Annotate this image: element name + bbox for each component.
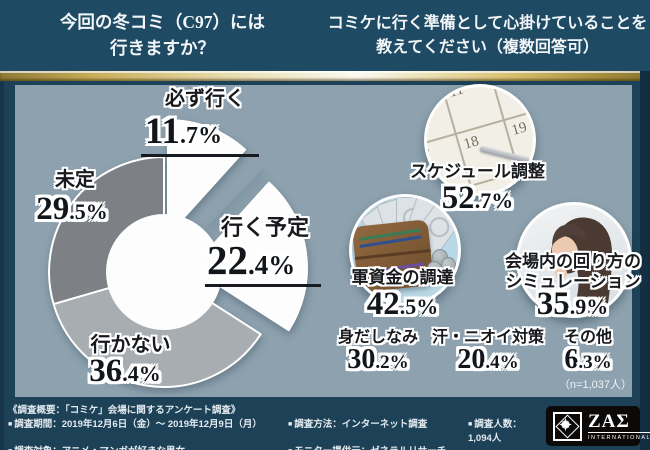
pie-label-ikanai: 行かない [90, 334, 171, 356]
stat-label-funds: 軍資金の調達 [351, 268, 454, 287]
header-left-title: 今回の冬コミ（C97）には 行きますか？ [0, 0, 325, 71]
bullet-icon: ■ [468, 420, 473, 428]
pie-value-mitei: 29.5% [22, 191, 122, 227]
logo-main-text: ZAΣ [588, 412, 650, 433]
stat-value-schedule: 52.7% [385, 180, 570, 216]
pie-value-int: 11 [145, 111, 180, 152]
stat-value-funds: 42.5% [320, 286, 485, 322]
sample-size-note: （n=1,037人） [558, 379, 632, 391]
survey-details: ■ 調査期間：2019年12月6日（金）～ 2019年12月9日（月） ■ 調査方法… [8, 418, 538, 450]
stat-value-frac: .3% [578, 352, 612, 373]
pie-chart [48, 119, 308, 388]
stat-label-sweat-odor: 汗・ニオイ対策 [431, 329, 544, 346]
stat-label-line2: シミュレーション [505, 271, 641, 291]
calendar-number: 11 [447, 84, 466, 101]
header-right-line1: コミケに行く準備として心掛けていることを [327, 15, 648, 33]
pie-value-frac: .4% [248, 250, 296, 280]
stat-label-line1: 会場内の回り方の [505, 252, 641, 271]
pie-label-mitei: 未定 [55, 169, 95, 191]
stat-label-schedule: スケジュール調整 [410, 162, 545, 181]
bullet-icon: ■ [288, 420, 293, 428]
donut-hole [106, 214, 222, 330]
pie-value-iku-yotei: 22.4% [205, 240, 321, 287]
header-right-line2: 教えてください（複数回答可） [376, 38, 599, 56]
left-edge-shadow [0, 81, 4, 450]
stat-value-int: 20 [457, 344, 486, 375]
calendar-photo: 10 11 12 17 18 19 [424, 84, 536, 196]
stat-value-int: 52 [441, 180, 475, 216]
stat-value-frac: .5% [399, 294, 439, 319]
pie-slice-kanarazu-iku [167, 119, 247, 236]
stat-value-simulation: 35.9% [490, 286, 650, 322]
wallet-photo [349, 194, 461, 306]
bullet-icon: ■ [8, 448, 12, 450]
survey-method: ■ 調査方法：インターネット調査 [288, 418, 428, 430]
right-edge-shadow [640, 71, 650, 450]
woman-photo [516, 202, 632, 318]
bullet-icon: ■ [288, 448, 292, 450]
stat-label-other: その他 [563, 329, 612, 346]
stat-value-frac: .4% [485, 352, 519, 373]
pie-value-frac: .5% [69, 199, 108, 224]
woman-illustration [539, 217, 613, 315]
logo-sub-text: INTERNATIONAL [588, 434, 650, 441]
stat-value-frac: .2% [375, 352, 409, 373]
gold-divider [0, 71, 650, 81]
survey-monitor: ■モニター提供元：ゼネラルリサーチ [288, 445, 464, 450]
survey-summary: 《調査概要：「コミケ」会場に関するアンケート調査》 [8, 405, 241, 416]
survey-count: ■ 調査人数：1,094人 [468, 418, 522, 444]
pie-value-ikanai: 36.4% [70, 353, 180, 389]
pie-label-kanarazu-iku: 必ず行く [165, 88, 245, 110]
pie-slice-iku-yotei [191, 181, 308, 332]
logo-text: ZAΣ INTERNATIONAL [588, 412, 650, 441]
stat-value-int: 35 [536, 286, 570, 322]
pie-value-int: 36 [89, 353, 123, 389]
company-logo: ZAΣ INTERNATIONAL [546, 406, 650, 446]
stat-value-sweat-odor: 20.4% [428, 344, 548, 375]
pie-value-frac: .4% [122, 361, 161, 386]
stat-value-int: 6 [564, 344, 579, 375]
stat-label-grooming: 身だしなみ [337, 329, 418, 346]
pie-value-frac: .7% [179, 123, 222, 149]
pie-value-kanarazu-iku: 11.7% [141, 111, 259, 158]
stat-value-int: 42 [366, 286, 400, 322]
stat-value-frac: .9% [569, 294, 609, 319]
pie-value-int: 29 [36, 191, 70, 227]
calendar-number: 18 [461, 133, 481, 153]
coin-icon [424, 273, 438, 287]
header-left-line2: 行きますか？ [110, 37, 215, 58]
pie-value-int: 22 [207, 237, 248, 283]
survey-target: ■調査対象：アニメ・マンガが好きな男女 [8, 445, 284, 450]
stat-value-other: 6.3% [548, 344, 628, 375]
starburst-icon [553, 411, 582, 441]
survey-footer: 《調査概要：「コミケ」会場に関するアンケート調査》 ■ 調査期間：2019年12月… [8, 404, 538, 450]
slice-divider-line [207, 169, 265, 229]
stat-value-frac: .7% [474, 188, 514, 213]
header-left-line1: 今回の冬コミ（C97）には [59, 12, 266, 33]
pie-label-iku-yotei: 行く予定 [220, 215, 309, 240]
bullet-icon: ■ [8, 420, 13, 428]
stat-value-grooming: 30.2% [318, 344, 438, 375]
header-bar: 今回の冬コミ（C97）には 行きますか？ コミケに行く準備として心掛けていること… [0, 0, 650, 71]
stat-value-int: 30 [347, 344, 376, 375]
survey-period: ■ 調査期間：2019年12月6日（金）～ 2019年12月9日（月） [8, 418, 262, 430]
stat-label-simulation: 会場内の回り方の シミュレーション [488, 252, 650, 291]
calendar-number: 19 [510, 119, 529, 139]
header-right-title: コミケに行く準備として心掛けていることを 教えてください（複数回答可） [325, 0, 650, 71]
